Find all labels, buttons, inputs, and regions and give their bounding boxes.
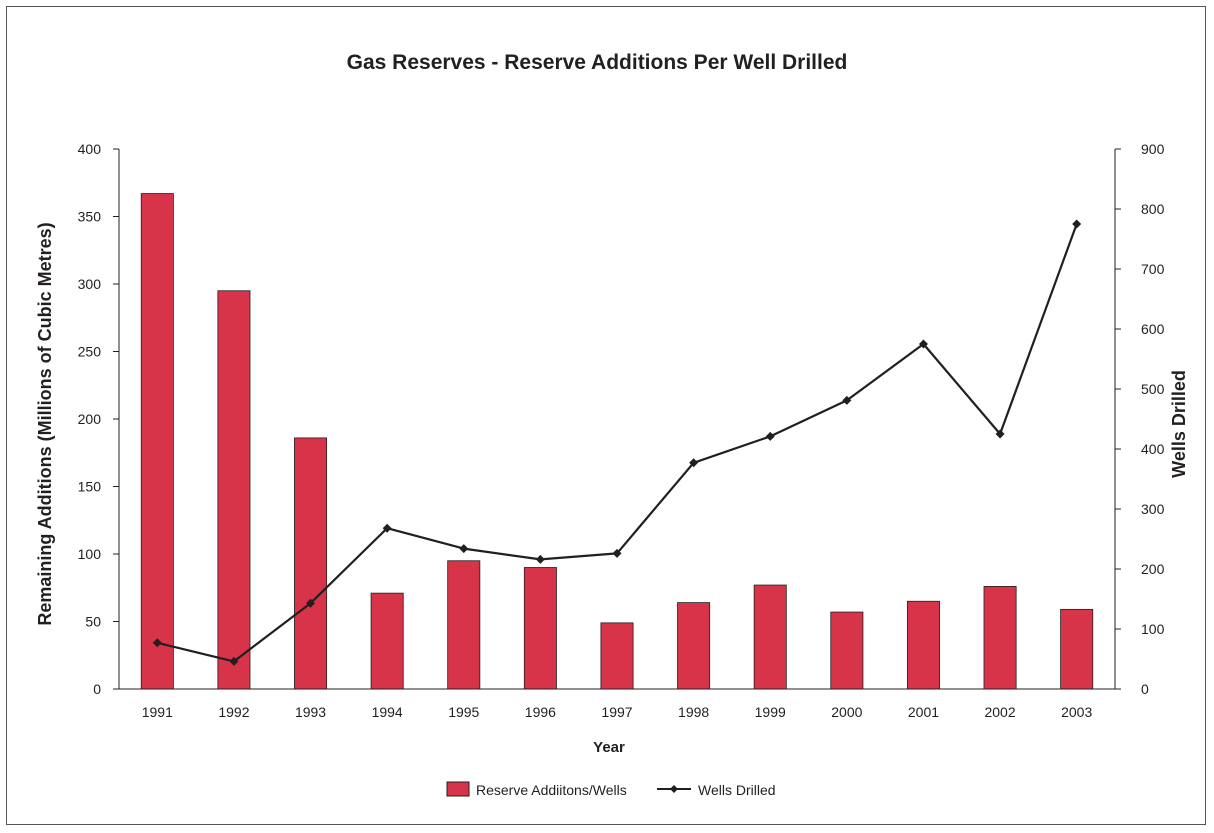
line-marker <box>535 554 545 564</box>
legend-swatch-bar <box>446 781 470 797</box>
chart-frame: Gas Reserves - Reserve Additions Per Wel… <box>6 6 1206 825</box>
right-axis-ticks: 0 100 200 300 400 500 600 700 800 900 <box>1115 141 1165 697</box>
y2-tick-label: 200 <box>1141 561 1165 577</box>
line-marker <box>612 548 622 558</box>
y2-tick-label: 300 <box>1141 501 1165 517</box>
chart-svg: Gas Reserves - Reserve Additions Per Wel… <box>35 51 1189 798</box>
bar <box>140 193 174 690</box>
x-tick-label: 2000 <box>831 704 862 720</box>
line-marker <box>689 458 699 468</box>
x-tick-label: 1994 <box>372 704 403 720</box>
bar <box>677 602 711 690</box>
y-tick-label: 100 <box>78 546 102 562</box>
y2-tick-label: 400 <box>1141 441 1165 457</box>
bar <box>983 586 1017 690</box>
line-marker <box>152 638 162 648</box>
y-tick-label: 250 <box>78 344 102 360</box>
bar <box>447 560 481 690</box>
bar <box>600 622 634 690</box>
axes <box>118 149 1116 690</box>
y2-tick-label: 600 <box>1141 321 1165 337</box>
x-tick-label: 1997 <box>601 704 632 720</box>
x-tick-label: 1996 <box>525 704 556 720</box>
x-tick-label: 1998 <box>678 704 709 720</box>
x-axis-ticks: 1991 1992 1993 1994 1995 1996 1997 1998 1999 2000… <box>142 704 1093 720</box>
y-tick-label: 150 <box>78 479 102 495</box>
x-tick-label: 1995 <box>448 704 479 720</box>
y2-tick-label: 800 <box>1141 201 1165 217</box>
legend-label-line: Wells Drilled <box>698 782 776 798</box>
y-tick-label: 400 <box>78 141 102 157</box>
legend-label-bar: Reserve Addiitons/Wells <box>476 782 627 798</box>
line-marker <box>765 431 775 441</box>
bar <box>217 290 251 690</box>
line-marker <box>918 339 928 349</box>
legend: Reserve Addiitons/Wells Wells Drilled <box>446 781 776 798</box>
x-axis-title: Year <box>593 739 625 756</box>
x-tick-label: 2002 <box>984 704 1015 720</box>
bar <box>906 600 940 690</box>
bar <box>1060 608 1094 690</box>
y-tick-label: 0 <box>93 681 101 697</box>
x-tick-label: 1993 <box>295 704 326 720</box>
line-marker <box>995 429 1005 439</box>
bar <box>370 592 404 690</box>
y2-tick-label: 100 <box>1141 621 1165 637</box>
x-tick-label: 2001 <box>908 704 939 720</box>
bar <box>294 437 328 690</box>
y-tick-label: 50 <box>85 614 101 630</box>
line-marker <box>459 544 469 554</box>
line-marker <box>306 598 316 608</box>
y-tick-label: 350 <box>78 209 102 225</box>
y2-tick-label: 500 <box>1141 381 1165 397</box>
x-tick-label: 1992 <box>218 704 249 720</box>
x-tick-label: 1999 <box>755 704 786 720</box>
bar-series <box>140 193 1094 690</box>
y2-axis-title: Wells Drilled <box>1169 370 1189 478</box>
line-marker <box>229 656 239 666</box>
bar <box>523 567 557 690</box>
line-series <box>152 219 1082 666</box>
legend-swatch-marker <box>670 785 678 793</box>
y-axis-title: Remaining Additions (Millions of Cubic M… <box>35 222 55 625</box>
line-marker <box>1072 219 1082 229</box>
bar <box>830 611 864 690</box>
y2-tick-label: 700 <box>1141 261 1165 277</box>
y-tick-label: 200 <box>78 411 102 427</box>
left-axis-ticks: 0 50 100 150 200 250 300 350 400 <box>78 141 119 697</box>
x-tick-label: 1991 <box>142 704 173 720</box>
y-tick-label: 300 <box>78 276 102 292</box>
y2-tick-label: 0 <box>1141 681 1149 697</box>
line-marker <box>382 523 392 533</box>
bar <box>753 584 787 690</box>
chart-title: Gas Reserves - Reserve Additions Per Wel… <box>347 51 848 74</box>
x-tick-label: 2003 <box>1061 704 1092 720</box>
line-marker <box>842 395 852 405</box>
y2-tick-label: 900 <box>1141 141 1165 157</box>
